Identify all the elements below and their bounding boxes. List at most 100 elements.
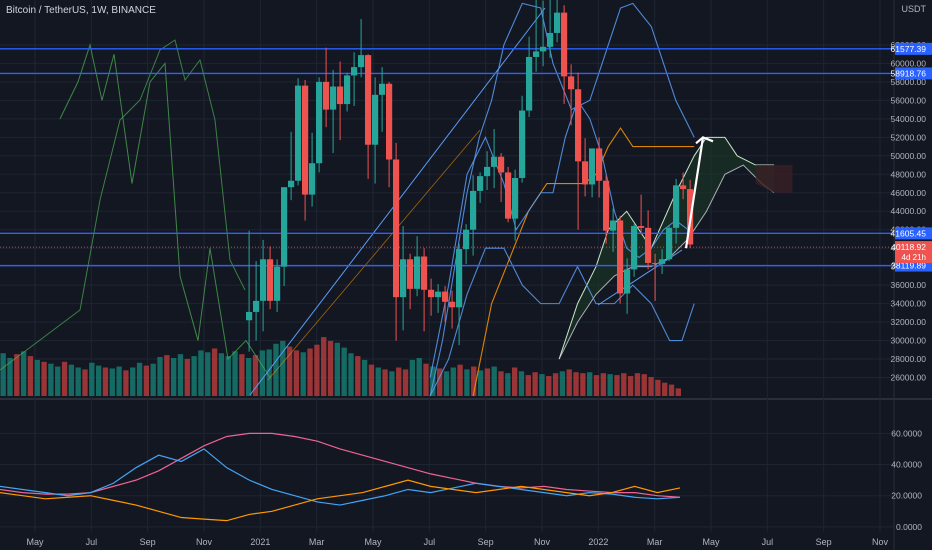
volume-bar bbox=[157, 357, 163, 396]
candle bbox=[456, 249, 463, 308]
volume-bar bbox=[41, 361, 47, 396]
volume-bar bbox=[266, 349, 272, 396]
volume-bar bbox=[668, 384, 675, 396]
volume-bar bbox=[559, 371, 566, 396]
candle bbox=[442, 291, 449, 302]
volume-bar bbox=[518, 371, 525, 396]
last-price-label: 40118.92 bbox=[891, 242, 926, 252]
volume-bar bbox=[457, 364, 463, 396]
candle bbox=[393, 159, 400, 298]
candle bbox=[288, 180, 295, 188]
level-price-label: 61577.39 bbox=[891, 44, 927, 54]
candle bbox=[337, 86, 344, 105]
volume-bar bbox=[225, 356, 231, 396]
volume-bar bbox=[102, 367, 109, 396]
osc-tick-label: 0.0000 bbox=[896, 522, 922, 532]
di_plus-line bbox=[0, 448, 681, 506]
volume-bar bbox=[361, 359, 368, 396]
time-tick-label: 2021 bbox=[250, 537, 270, 547]
time-tick-label: Nov bbox=[196, 537, 213, 547]
volume-bar bbox=[34, 359, 40, 396]
candle bbox=[505, 172, 512, 219]
time-tick-label: Nov bbox=[872, 537, 889, 547]
oscillator-green-path bbox=[0, 39, 246, 371]
candle bbox=[484, 166, 491, 177]
candle bbox=[274, 266, 281, 301]
volume-bar bbox=[341, 347, 347, 396]
di_minus-line bbox=[0, 479, 681, 522]
candle bbox=[652, 262, 659, 264]
volume-bar bbox=[436, 368, 443, 396]
candle bbox=[624, 269, 631, 294]
cloud-upper-line bbox=[558, 136, 775, 360]
volume-bar bbox=[375, 367, 381, 396]
volume-bar bbox=[389, 371, 395, 396]
candle bbox=[407, 259, 414, 289]
volume-bar bbox=[116, 366, 122, 396]
time-tick-label: May bbox=[364, 537, 382, 547]
volume-bar bbox=[191, 356, 197, 396]
osc-tick-label: 20.0000 bbox=[891, 491, 922, 501]
candle bbox=[638, 226, 645, 228]
osc-tick-label: 60.0000 bbox=[891, 428, 922, 438]
volume-bar bbox=[280, 340, 286, 396]
oscillator-green-line bbox=[59, 43, 271, 378]
volume-bar bbox=[259, 350, 265, 396]
bb-lower-line bbox=[429, 247, 695, 397]
price-tick-label: 34000.00 bbox=[891, 299, 927, 309]
candle bbox=[421, 256, 428, 290]
candle bbox=[260, 259, 267, 301]
price-tick-label: 54000.00 bbox=[891, 114, 927, 124]
time-tick-label: Jul bbox=[424, 537, 436, 547]
volume-bar bbox=[368, 364, 375, 396]
candle bbox=[477, 176, 484, 191]
candle bbox=[561, 12, 568, 77]
volume-bar bbox=[252, 355, 259, 396]
candle bbox=[680, 185, 687, 190]
volume-bar bbox=[491, 366, 497, 396]
candle bbox=[295, 85, 302, 181]
time-tick-label: Sep bbox=[140, 537, 156, 547]
volume-bar bbox=[321, 337, 327, 396]
volume-bar bbox=[450, 367, 456, 396]
volume-bar bbox=[348, 353, 354, 396]
time-tick-label: Mar bbox=[309, 537, 325, 547]
candle bbox=[246, 311, 253, 321]
adx-line bbox=[0, 432, 681, 498]
volume-bar bbox=[14, 354, 20, 396]
price-tick-label: 58000.00 bbox=[891, 77, 927, 87]
volume-bar bbox=[580, 373, 586, 396]
volume-bar bbox=[662, 382, 668, 396]
price-tick-label: 44000.00 bbox=[891, 206, 927, 216]
volume-bar bbox=[0, 353, 6, 396]
symbol-title[interactable]: Bitcoin / TetherUS, 1W, BINANCE bbox=[6, 5, 156, 16]
volume-bar bbox=[334, 342, 340, 396]
level-price-label: 58918.76 bbox=[891, 68, 927, 78]
volume-bar bbox=[89, 362, 95, 396]
quote-currency: USDT bbox=[901, 4, 927, 14]
volume-bar bbox=[293, 350, 300, 396]
volume-bar bbox=[300, 352, 306, 396]
volume-bar bbox=[627, 376, 634, 396]
candle bbox=[302, 85, 309, 195]
candle bbox=[428, 289, 435, 298]
price-tick-label: 52000.00 bbox=[891, 132, 927, 142]
time-tick-label: Sep bbox=[816, 537, 832, 547]
candle bbox=[547, 32, 554, 47]
volume-bar bbox=[150, 363, 156, 396]
level-price-badge bbox=[895, 42, 932, 55]
time-tick-label: May bbox=[26, 537, 44, 547]
candle bbox=[631, 226, 638, 270]
volume-bar bbox=[498, 371, 504, 396]
volume-bar bbox=[471, 366, 477, 396]
volume-bar bbox=[573, 372, 579, 396]
volume-bar bbox=[484, 368, 491, 396]
volume-bar bbox=[20, 351, 27, 396]
candle bbox=[400, 259, 407, 298]
trendline-orange bbox=[267, 129, 481, 381]
candle bbox=[533, 51, 540, 57]
candle bbox=[512, 177, 519, 219]
volume-bar bbox=[198, 350, 204, 396]
volume-bar bbox=[177, 354, 184, 396]
